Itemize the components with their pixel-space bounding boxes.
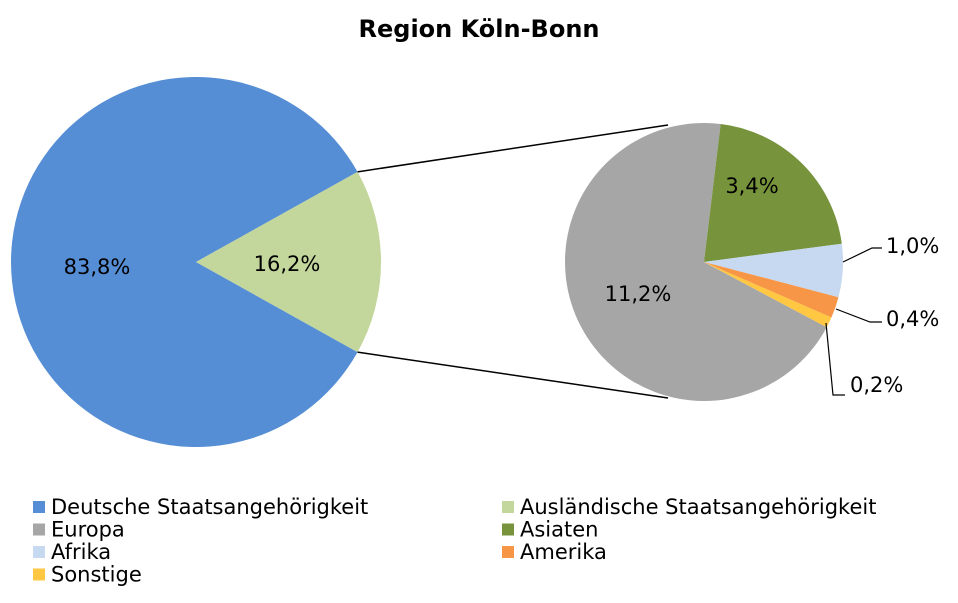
connector — [357, 124, 669, 173]
pie-slice — [704, 262, 832, 328]
pie-slice — [704, 262, 839, 318]
connector — [357, 351, 669, 399]
legend-label: Asiaten — [520, 518, 598, 542]
chart-title: Region Köln-Bonn — [359, 15, 600, 43]
legend-swatch — [33, 568, 45, 581]
pie-slice — [196, 171, 381, 353]
data-label: 11,2% — [605, 282, 672, 306]
leader-line — [835, 308, 882, 323]
data-label: 3,4% — [725, 174, 778, 198]
pie-slice — [704, 243, 844, 298]
data-label: 16,2% — [254, 252, 321, 276]
legend-swatch — [33, 546, 45, 558]
legend-swatch — [502, 501, 514, 513]
data-label: 0,2% — [850, 373, 903, 397]
legend-swatch — [502, 546, 514, 558]
legend-label: Afrika — [51, 540, 111, 564]
legend-swatch — [33, 501, 45, 513]
legend-swatch — [33, 523, 45, 536]
data-label: 83,8% — [64, 255, 131, 279]
legend-label: Sonstige — [51, 563, 142, 587]
data-label: 0,4% — [886, 307, 939, 331]
pie-slice — [11, 76, 358, 448]
legend-swatch — [502, 523, 514, 536]
leader-line — [842, 247, 882, 263]
leader-line — [825, 322, 845, 396]
data-label: 1,0% — [886, 234, 939, 258]
legend-label: Amerika — [520, 540, 607, 564]
pie-slice — [704, 124, 842, 262]
legend-label: Ausländische Staatsangehörigkeit — [520, 495, 876, 519]
legend-label: Europa — [51, 518, 125, 542]
legend-label: Deutsche Staatsangehörigkeit — [51, 495, 368, 519]
pie-slice — [565, 123, 827, 402]
